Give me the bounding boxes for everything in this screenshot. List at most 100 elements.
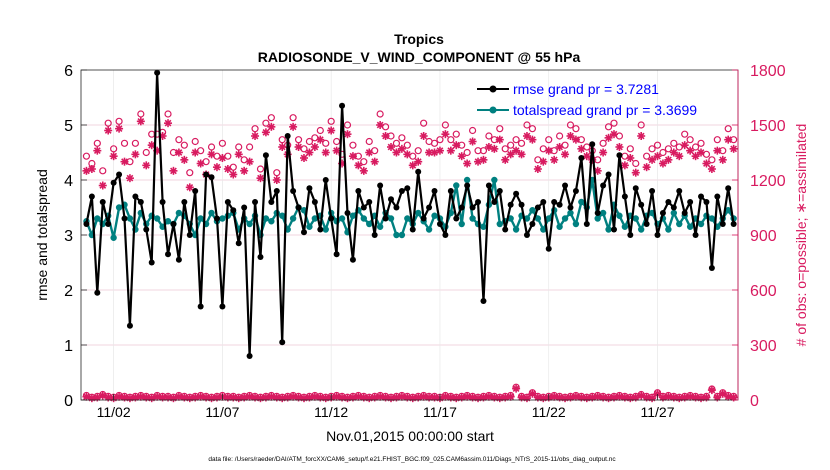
obs-possible-marker: [501, 145, 509, 153]
star-stroke: [251, 132, 259, 140]
rmse-point: [339, 102, 346, 109]
rmse-point: [583, 221, 590, 227]
star-stroke: [224, 394, 232, 401]
star-stroke: [126, 174, 134, 182]
obs-assimilated-low-marker: [430, 393, 439, 402]
obs-assimilated-marker: [212, 163, 221, 172]
obs-assimilated-marker: [724, 135, 733, 144]
rmse-point: [665, 199, 672, 205]
rmse-point: [148, 259, 155, 266]
star-stroke: [257, 174, 264, 182]
spread-point: [393, 231, 400, 239]
obs-possible-marker: [507, 141, 515, 149]
obs-possible-marker: [664, 145, 672, 153]
star-stroke: [567, 132, 574, 140]
rmse-point: [703, 199, 710, 205]
obs-assimilated-marker: [664, 155, 673, 164]
star-stroke: [371, 394, 379, 401]
obs-assimilated-marker: [376, 121, 385, 129]
obs-possible-marker: [708, 156, 716, 164]
rmse-point: [594, 210, 601, 216]
star-stroke: [583, 152, 591, 160]
obs-possible-marker: [713, 136, 721, 144]
spread-point: [175, 209, 183, 217]
rmse-point: [83, 221, 90, 227]
star-stroke: [469, 138, 476, 145]
spread-point: [540, 226, 547, 233]
rmse-point: [426, 204, 433, 211]
obs-assimilated-low-marker: [332, 392, 341, 401]
y-tick-label-right: 900: [750, 228, 777, 245]
obs-assimilated-low-marker: [571, 392, 580, 401]
spread-point: [366, 220, 373, 228]
star-stroke: [442, 130, 449, 138]
star-stroke: [99, 182, 107, 189]
obs-assimilated-marker: [522, 132, 531, 140]
spread-point: [534, 215, 542, 222]
obs-possible-marker: [191, 137, 199, 146]
star-stroke: [719, 390, 727, 398]
obs-possible-marker: [392, 139, 401, 147]
rmse-point: [730, 221, 737, 227]
rmse-point: [676, 188, 683, 194]
obs-possible-marker: [99, 167, 107, 175]
obs-assimilated-marker: [528, 135, 537, 144]
rmse-point: [246, 353, 253, 359]
obs-assimilated-low-marker: [484, 392, 493, 401]
obs-assimilated-marker: [125, 174, 134, 183]
star-stroke: [556, 143, 564, 151]
star-stroke: [529, 390, 536, 398]
obs-possible-marker: [528, 125, 537, 133]
spread-point: [126, 215, 134, 222]
star-stroke: [659, 160, 667, 167]
rmse-point: [616, 152, 623, 159]
rmse-point: [116, 171, 123, 178]
star-stroke: [708, 386, 716, 394]
star-stroke: [556, 394, 564, 401]
star-stroke: [349, 394, 357, 401]
rmse-point: [137, 199, 144, 205]
star-stroke: [643, 163, 651, 171]
star-stroke: [616, 143, 623, 151]
star-stroke: [115, 125, 123, 133]
obs-assimilated-marker: [98, 181, 107, 190]
obs-assimilated-marker: [278, 143, 287, 151]
obs-assimilated-marker: [354, 161, 363, 170]
chart-subtitle: RADIOSONDE_V_WIND_COMPONENT @ 55 hPa: [258, 49, 581, 65]
star-stroke: [561, 150, 569, 158]
star-stroke: [485, 143, 493, 151]
star-stroke: [588, 394, 596, 401]
star-stroke: [121, 158, 128, 166]
star-stroke: [267, 393, 275, 401]
star-stroke: [289, 393, 297, 401]
spread-point: [289, 215, 297, 222]
obs-possible-marker: [273, 169, 281, 177]
obs-assimilated-marker: [180, 155, 189, 164]
star-stroke: [338, 394, 346, 401]
obs-assimilated-marker: [299, 154, 308, 162]
obs-assimilated-marker: [669, 148, 678, 157]
rmse-point: [659, 210, 666, 216]
star-stroke: [496, 136, 504, 144]
star-stroke: [131, 394, 139, 401]
obs-assimilated-marker: [136, 117, 145, 126]
rmse-point: [605, 171, 612, 178]
rmse-point: [469, 204, 476, 211]
rmse-point: [698, 193, 705, 200]
star-stroke: [463, 160, 471, 167]
y-tick-label-right: 0: [750, 393, 759, 410]
star-stroke: [131, 150, 139, 158]
star-stroke: [703, 160, 710, 167]
star-stroke: [159, 394, 166, 401]
obs-possible-marker: [670, 139, 678, 147]
obs-possible-marker: [120, 139, 129, 147]
star-stroke: [414, 158, 422, 166]
obs-possible-marker: [398, 134, 406, 142]
obs-possible-marker: [517, 139, 526, 147]
obs-assimilated-low-marker: [707, 386, 716, 395]
obs-assimilated-marker: [658, 159, 667, 168]
rmse-point: [409, 226, 416, 233]
star-stroke: [229, 171, 237, 178]
star-stroke: [545, 147, 553, 155]
star-stroke: [577, 394, 585, 401]
